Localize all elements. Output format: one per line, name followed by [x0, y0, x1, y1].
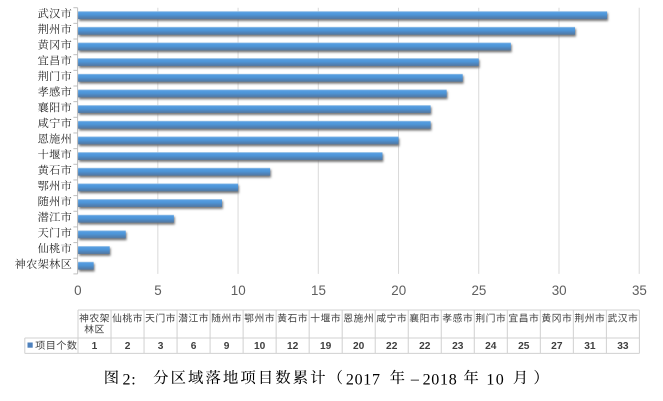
svg-text:31: 31 — [584, 341, 596, 352]
svg-text:10: 10 — [254, 341, 266, 352]
svg-text:23: 23 — [452, 341, 464, 352]
svg-text:19: 19 — [320, 341, 332, 352]
svg-text:15: 15 — [311, 283, 326, 298]
svg-text:2:: 2: — [123, 372, 137, 389]
svg-text:22: 22 — [419, 341, 431, 352]
svg-text:1: 1 — [92, 341, 98, 352]
svg-text:6: 6 — [191, 341, 197, 352]
svg-text:–: – — [410, 371, 420, 388]
svg-text:2018: 2018 — [423, 372, 458, 389]
svg-text:25: 25 — [471, 283, 486, 298]
svg-text:2017: 2017 — [346, 372, 381, 389]
svg-text:22: 22 — [386, 341, 398, 352]
svg-text:3: 3 — [158, 341, 164, 352]
svg-text:10: 10 — [231, 283, 246, 298]
svg-text:0: 0 — [74, 283, 81, 298]
svg-text:24: 24 — [485, 341, 497, 352]
svg-text:33: 33 — [617, 341, 629, 352]
svg-text:20: 20 — [353, 341, 365, 352]
svg-text:2: 2 — [125, 341, 131, 352]
svg-text:9: 9 — [224, 341, 230, 352]
svg-text:27: 27 — [551, 341, 563, 352]
svg-text:25: 25 — [518, 341, 530, 352]
svg-text:10: 10 — [486, 372, 505, 389]
svg-text:12: 12 — [287, 341, 299, 352]
svg-text:20: 20 — [391, 283, 406, 298]
svg-text:30: 30 — [552, 283, 567, 298]
svg-text:35: 35 — [632, 283, 647, 298]
svg-text:5: 5 — [154, 283, 161, 298]
